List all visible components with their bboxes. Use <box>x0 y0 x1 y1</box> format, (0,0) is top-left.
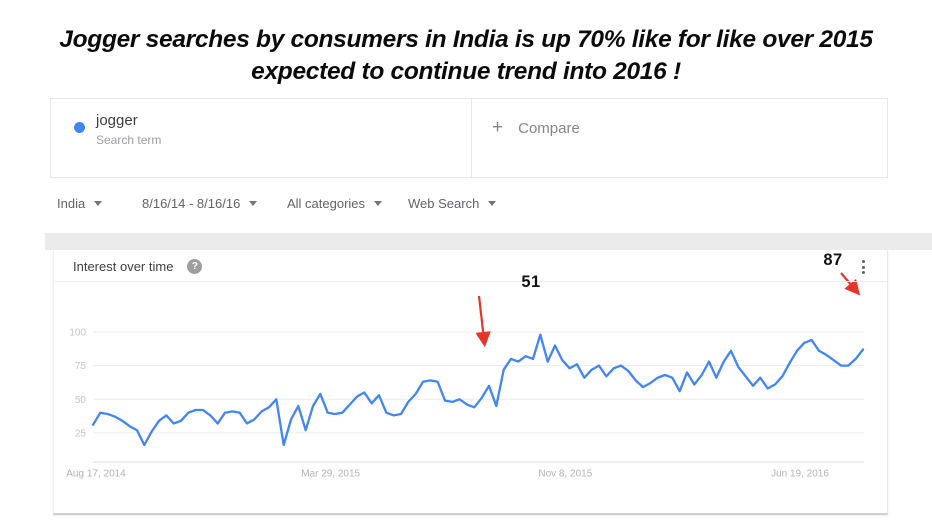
search-terms-row: jogger Search term + Compare <box>50 98 888 178</box>
filter-date-range[interactable]: 8/16/14 - 8/16/16 <box>142 196 258 211</box>
filter-category[interactable]: All categories <box>287 196 383 211</box>
compare-label: Compare <box>518 119 580 137</box>
filters-row: India 8/16/14 - 8/16/16 All categories W… <box>0 196 932 214</box>
x-tick-label: Aug 17, 2014 <box>66 469 126 480</box>
interest-over-time-card: 25 50 75 100 Aug 17, 2014 Mar 29, 2015 Nov 8, … <box>53 250 888 515</box>
search-term-sublabel: Search term <box>96 133 162 147</box>
search-term-label: jogger <box>96 112 138 129</box>
headline: Jogger searches by consumers in India is… <box>0 24 932 88</box>
trend-line-series <box>91 333 865 447</box>
headline-line-1: Jogger searches by consumers in India is… <box>59 26 873 53</box>
annotation-value-87: 87 <box>823 251 843 269</box>
compare-button[interactable]: + Compare <box>471 99 887 177</box>
filter-category-label: All categories <box>287 196 366 211</box>
x-tick-label: Nov 8, 2015 <box>538 469 592 480</box>
y-tick-label: 50 <box>75 395 87 406</box>
help-icon[interactable]: ? <box>187 258 203 274</box>
annotation-arrow-51 <box>475 295 491 348</box>
y-tick-label: 75 <box>75 361 87 372</box>
kebab-menu-icon[interactable] <box>857 257 869 277</box>
search-term-texts: jogger Search term <box>96 112 161 147</box>
section-divider-band <box>45 233 932 250</box>
x-tick-label: Mar 29, 2015 <box>301 469 360 480</box>
chart-title: Interest over time <box>73 258 174 274</box>
filter-region-label: India <box>57 196 86 211</box>
chart-card-header: Interest over time ? <box>54 250 887 282</box>
headline-line-2: expected to continue trend into 2016 ! <box>251 58 681 85</box>
chevron-down-icon <box>94 201 103 206</box>
chevron-down-icon <box>488 201 497 206</box>
plus-icon: + <box>492 117 504 138</box>
search-term-card[interactable]: jogger Search term <box>51 99 471 177</box>
compare-inner: + Compare <box>492 117 580 139</box>
filter-region[interactable]: India <box>57 196 103 211</box>
series-color-dot-icon <box>74 122 85 133</box>
chevron-down-icon <box>374 201 383 206</box>
chevron-down-icon <box>249 201 258 206</box>
trend-line-chart: 25 50 75 100 Aug 17, 2014 Mar 29, 2015 Nov 8, … <box>66 272 865 480</box>
annotation-value-51: 51 <box>521 273 541 291</box>
y-tick-label: 100 <box>69 328 86 339</box>
filter-date-range-label: 8/16/14 - 8/16/16 <box>142 196 241 211</box>
x-tick-label: Jun 19, 2016 <box>771 469 829 480</box>
annotation-arrow-87 <box>840 272 861 296</box>
y-tick-label: 25 <box>75 428 87 439</box>
filter-search-type[interactable]: Web Search <box>408 196 497 211</box>
filter-search-type-label: Web Search <box>408 196 480 211</box>
